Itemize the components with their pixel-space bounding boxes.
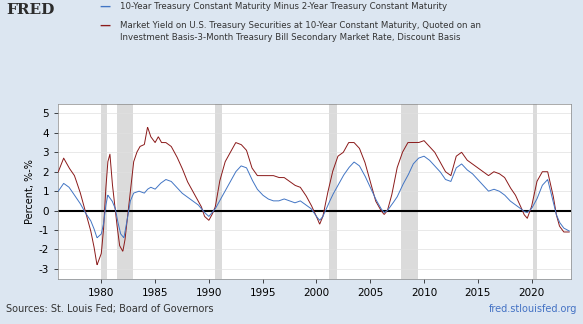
- Text: fred.stlouisfed.org: fred.stlouisfed.org: [489, 304, 577, 314]
- Bar: [533, 104, 537, 279]
- Text: —: —: [99, 2, 110, 12]
- Bar: [329, 104, 337, 279]
- Text: Sources: St. Louis Fed; Board of Governors: Sources: St. Louis Fed; Board of Governo…: [6, 304, 213, 314]
- Bar: [215, 104, 222, 279]
- Text: —: —: [99, 21, 110, 31]
- Bar: [117, 104, 132, 279]
- Text: 10-Year Treasury Constant Maturity Minus 2-Year Treasury Constant Maturity: 10-Year Treasury Constant Maturity Minus…: [120, 2, 447, 11]
- Text: Market Yield on U.S. Treasury Securities at 10-Year Constant Maturity, Quoted on: Market Yield on U.S. Treasury Securities…: [120, 21, 480, 42]
- Y-axis label: Percent, %-%: Percent, %-%: [24, 159, 35, 224]
- Bar: [101, 104, 107, 279]
- Text: FRED: FRED: [6, 3, 54, 17]
- Bar: [402, 104, 417, 279]
